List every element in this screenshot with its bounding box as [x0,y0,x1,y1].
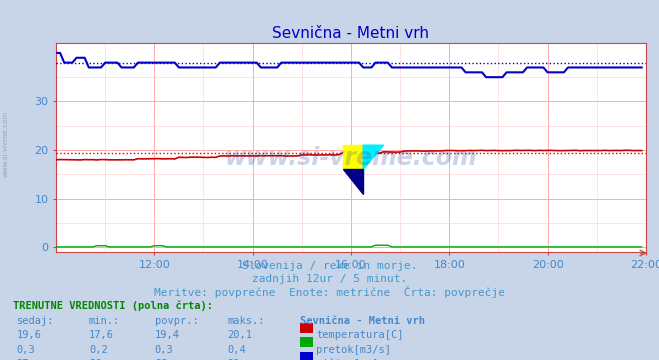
Text: Slovenija / reke in morje.: Slovenija / reke in morje. [242,261,417,271]
Title: Sevnična - Metni vrh: Sevnična - Metni vrh [272,26,430,41]
Text: www.si-vreme.com: www.si-vreme.com [225,146,477,170]
Text: Meritve: povprečne  Enote: metrične  Črta: povprečje: Meritve: povprečne Enote: metrične Črta:… [154,286,505,298]
Text: 17,6: 17,6 [89,330,114,340]
Text: 20,1: 20,1 [227,330,252,340]
Text: 0,3: 0,3 [155,345,173,355]
Text: www.si-vreme.com: www.si-vreme.com [2,111,9,177]
Text: 19,4: 19,4 [155,330,180,340]
Text: 0,2: 0,2 [89,345,107,355]
Polygon shape [363,145,384,170]
Text: zadnjih 12ur / 5 minut.: zadnjih 12ur / 5 minut. [252,274,407,284]
Text: 0,3: 0,3 [16,345,35,355]
Text: 37: 37 [16,359,29,360]
Text: višina[cm]: višina[cm] [316,359,379,360]
Text: 38: 38 [155,359,167,360]
Text: sedaj:: sedaj: [16,316,54,326]
Text: 39: 39 [227,359,240,360]
Text: povpr.:: povpr.: [155,316,198,326]
Text: 36: 36 [89,359,101,360]
Text: 19,6: 19,6 [16,330,42,340]
Text: min.:: min.: [89,316,120,326]
Text: pretok[m3/s]: pretok[m3/s] [316,345,391,355]
Text: temperatura[C]: temperatura[C] [316,330,404,340]
Text: Sevnična - Metni vrh: Sevnična - Metni vrh [300,316,425,326]
Text: maks.:: maks.: [227,316,265,326]
Text: TRENUTNE VREDNOSTI (polna črta):: TRENUTNE VREDNOSTI (polna črta): [13,301,213,311]
Text: 0,4: 0,4 [227,345,246,355]
Bar [343,145,363,170]
Polygon shape [343,170,363,194]
